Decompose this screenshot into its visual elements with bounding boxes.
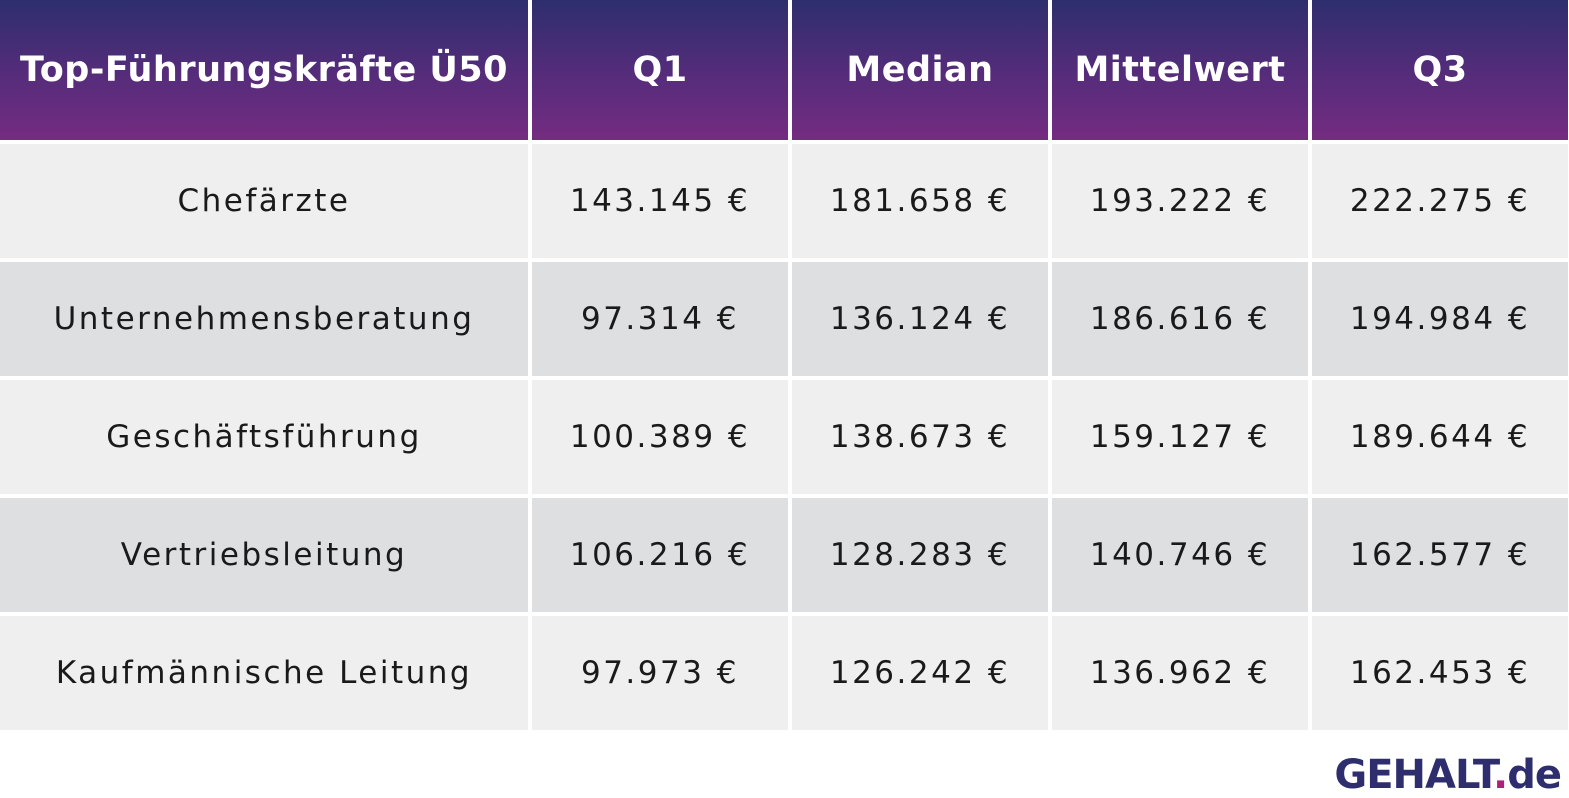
cell-q3: 189.644 € [1312,380,1568,494]
header-cell-q3: Q3 [1312,0,1568,140]
header-cell-median: Median [792,0,1048,140]
table-row: Chefärzte 143.145 € 181.658 € 193.222 € … [0,144,1568,258]
header-cell-q1: Q1 [532,0,788,140]
cell-q1: 97.973 € [532,616,788,730]
cell-q3: 194.984 € [1312,262,1568,376]
header-row: Top-Führungskräfte Ü50 Q1 Median Mittelw… [0,0,1568,140]
header-cell-category: Top-Führungskräfte Ü50 [0,0,528,140]
row-label: Vertriebsleitung [0,498,528,612]
cell-q1: 100.389 € [532,380,788,494]
cell-q3: 162.453 € [1312,616,1568,730]
cell-mittelwert: 186.616 € [1052,262,1308,376]
logo-dot: . [1493,752,1508,798]
cell-mittelwert: 140.746 € [1052,498,1308,612]
row-label: Chefärzte [0,144,528,258]
cell-q3: 222.275 € [1312,144,1568,258]
table-row: Unternehmensberatung 97.314 € 136.124 € … [0,262,1568,376]
cell-mittelwert: 193.222 € [1052,144,1308,258]
table-row: Kaufmännische Leitung 97.973 € 126.242 €… [0,616,1568,730]
cell-median: 138.673 € [792,380,1048,494]
cell-q3: 162.577 € [1312,498,1568,612]
cell-mittelwert: 159.127 € [1052,380,1308,494]
table-row: Vertriebsleitung 106.216 € 128.283 € 140… [0,498,1568,612]
cell-q1: 143.145 € [532,144,788,258]
cell-median: 181.658 € [792,144,1048,258]
cell-q1: 97.314 € [532,262,788,376]
header-cell-mittelwert: Mittelwert [1052,0,1308,140]
row-label: Kaufmännische Leitung [0,616,528,730]
table-row: Geschäftsführung 100.389 € 138.673 € 159… [0,380,1568,494]
cell-mittelwert: 136.962 € [1052,616,1308,730]
gehalt-logo: GEHALT.de [1334,752,1562,798]
cell-q1: 106.216 € [532,498,788,612]
logo-tld: de [1507,752,1562,798]
row-label: Geschäftsführung [0,380,528,494]
cell-median: 128.283 € [792,498,1048,612]
cell-median: 136.124 € [792,262,1048,376]
cell-median: 126.242 € [792,616,1048,730]
logo-name: GEHALT [1334,752,1494,798]
salary-table: Top-Führungskräfte Ü50 Q1 Median Mittelw… [0,0,1568,730]
row-label: Unternehmensberatung [0,262,528,376]
